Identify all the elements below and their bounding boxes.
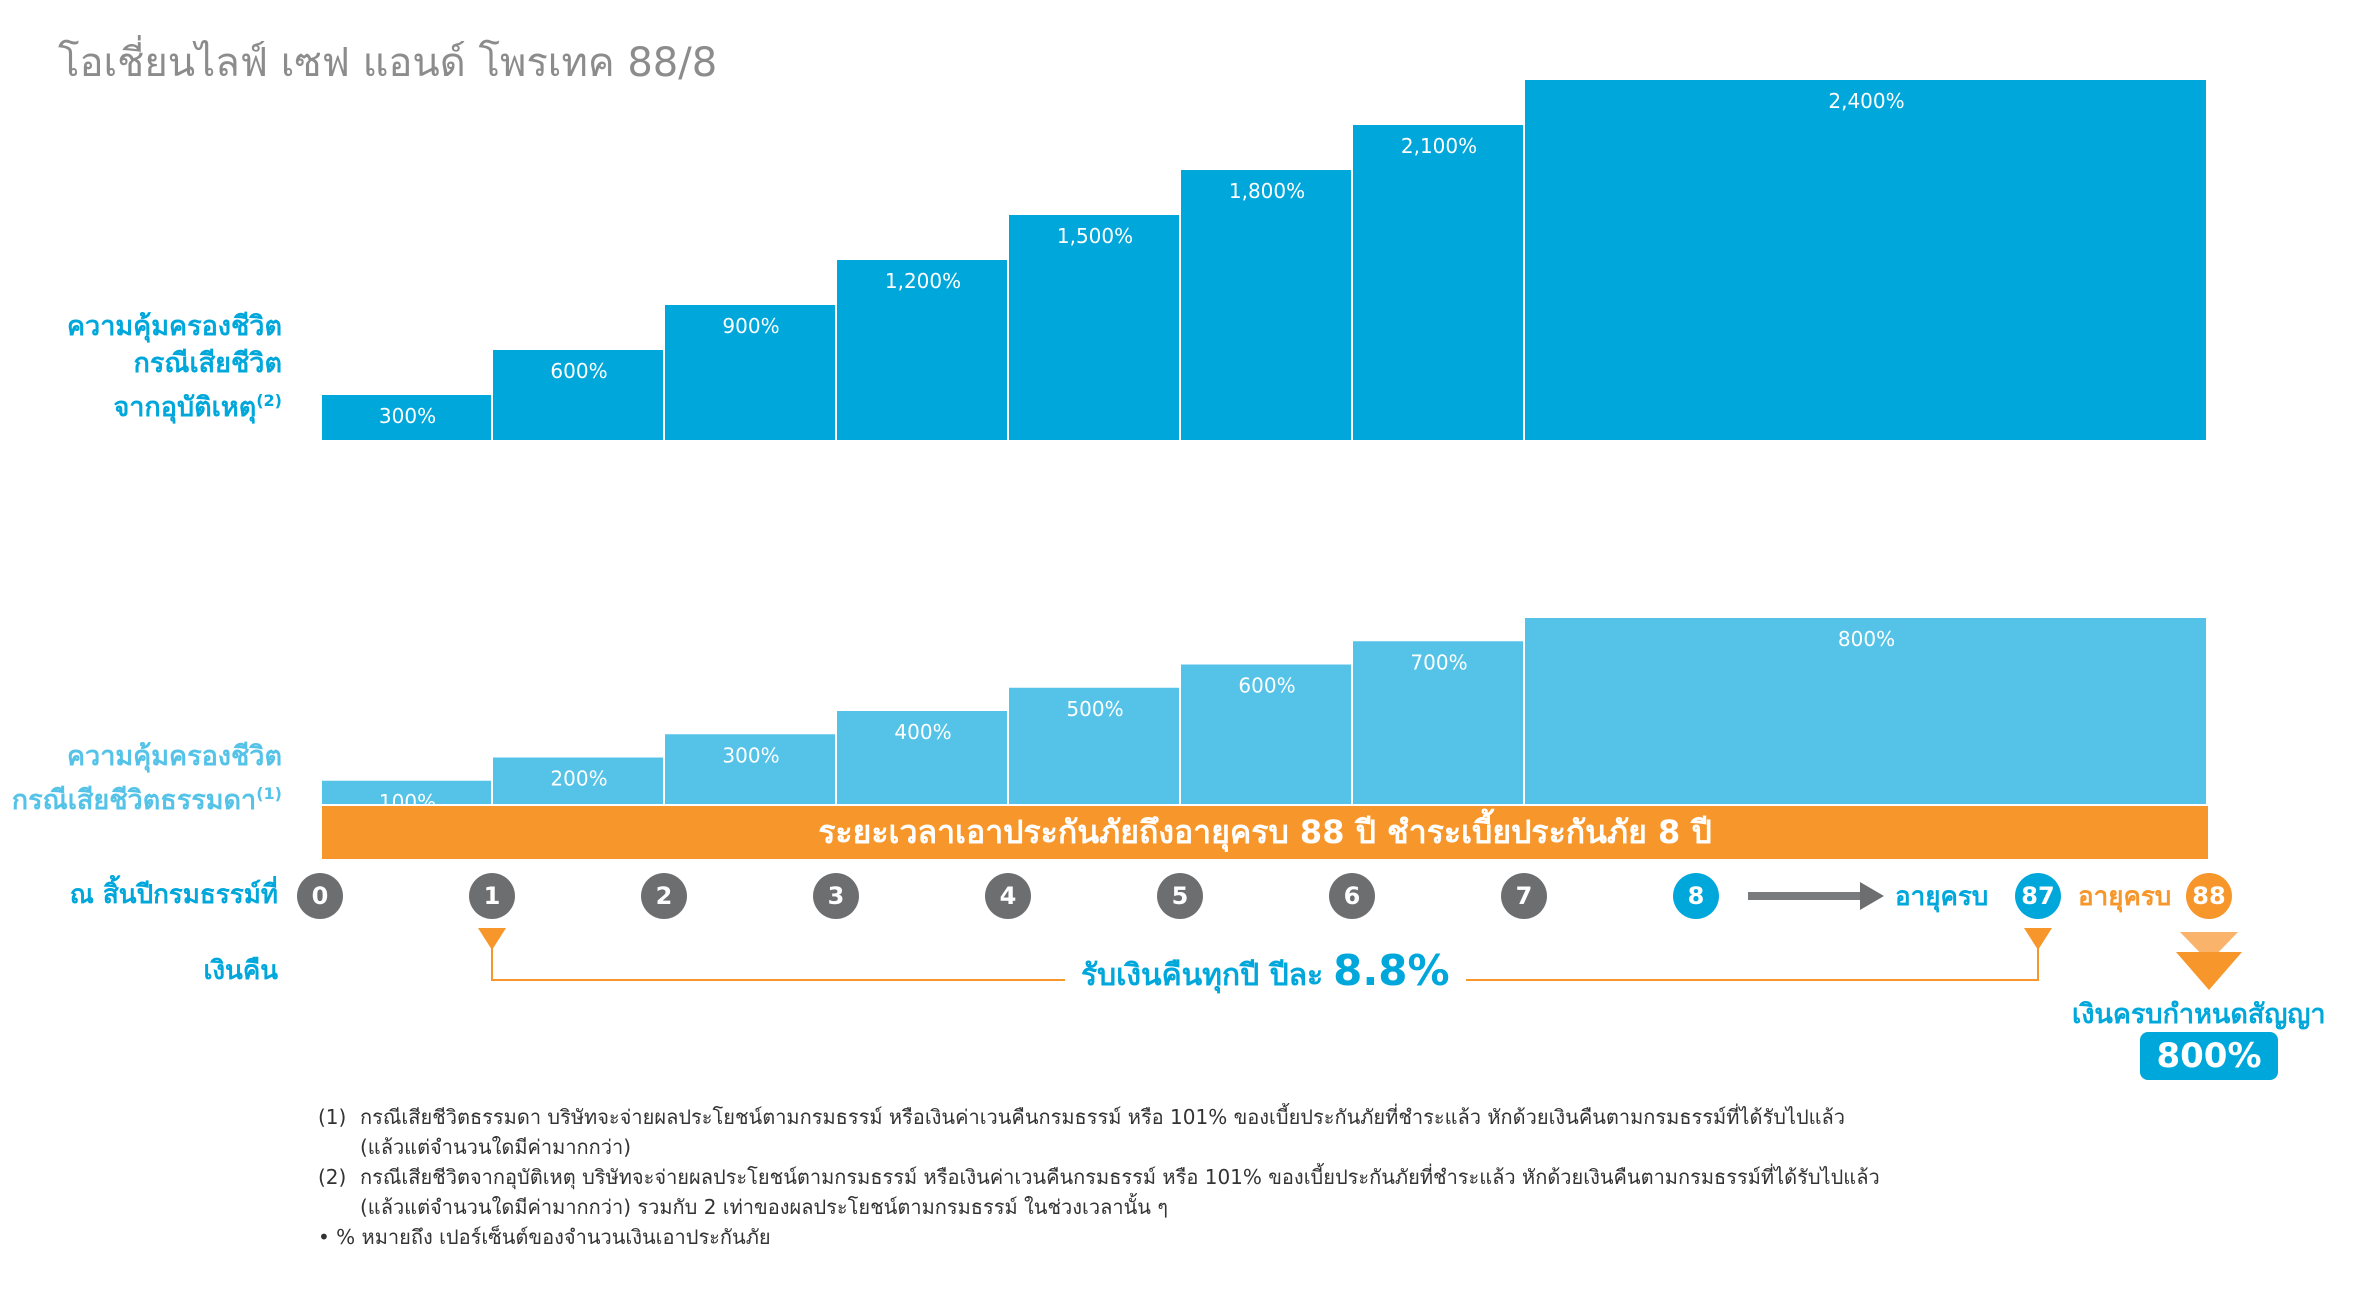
- accident-bar-label-6: 1,800%: [1229, 179, 1305, 203]
- cashback-text: รับเงินคืนทุกปี ปีละ: [1081, 958, 1324, 993]
- footnote-1-line-2: (แล้วแต่จำนวนใดมีค่ามากกว่า): [360, 1135, 632, 1159]
- year-marker-87: 87: [2015, 873, 2061, 919]
- natural-bar-2: [493, 757, 663, 804]
- natural-coverage-label: ความคุ้มครองชีวิต กรณีเสียชีวิตธรรมดา(1): [12, 738, 282, 819]
- accident-bar-3: [665, 305, 835, 440]
- maturity-label: เงินครบกำหนดสัญญา: [2072, 999, 2326, 1030]
- cashback-end-marker: [2024, 928, 2052, 950]
- natural-bar-label-2: 200%: [550, 767, 607, 791]
- year-marker-2: 2: [641, 873, 687, 919]
- natural-label-note: (1): [256, 784, 282, 803]
- natural-bars: 100%200%300%400%500%600%700%800%: [322, 618, 2206, 814]
- accident-bar-5: [1009, 215, 1179, 440]
- accident-bar-8: [1525, 80, 2206, 440]
- natural-label-line-1: ความคุ้มครองชีวิต: [66, 741, 282, 772]
- age-label-88: อายุครบ: [2078, 882, 2172, 912]
- accident-bar-label-7: 2,100%: [1401, 134, 1477, 158]
- timeline-arrow-head: [1860, 882, 1884, 910]
- page-title: โอเชี่ยนไลฟ์ เซฟ แอนด์ โพรเทค 88/8: [58, 40, 718, 86]
- natural-bar-4: [837, 711, 1007, 804]
- accident-bar-1: [322, 395, 491, 440]
- natural-bar-8: [1525, 618, 2206, 804]
- coverage-period-bar: ระยะเวลาเอาประกันภัยถึงอายุครบ 88 ปี ชำร…: [322, 806, 2208, 859]
- maturity-value-badge: 800%: [2140, 1032, 2278, 1080]
- year-end-label: ณ สิ้นปีกรมธรรม์ที่: [69, 880, 278, 910]
- footnote-2-line-1: กรณีเสียชีวิตจากอุบัติเหตุ บริษัทจะจ่ายผ…: [360, 1165, 1880, 1189]
- footnote-1-number: (1): [318, 1105, 347, 1129]
- year-marker-4: 4: [985, 873, 1031, 919]
- natural-bar-5: [1009, 687, 1179, 804]
- accident-coverage-label: ความคุ้มครองชีวิต กรณีเสียชีวิต จากอุบัต…: [67, 308, 282, 426]
- natural-bar-label-4: 400%: [894, 720, 951, 744]
- cashback-start-marker: [478, 928, 506, 950]
- natural-bar-3: [665, 734, 835, 804]
- natural-label-line-2: กรณีเสียชีวิตธรรมดา: [11, 785, 257, 816]
- year-marker-5: 5: [1157, 873, 1203, 919]
- accident-bar-4: [837, 260, 1007, 440]
- natural-bar-7: [1353, 641, 1523, 804]
- year-marker-3: 3: [813, 873, 859, 919]
- year-marker-1: 1: [469, 873, 515, 919]
- natural-bar-6: [1181, 664, 1351, 804]
- accident-label-note: (2): [256, 391, 282, 410]
- footnotes: (1) กรณีเสียชีวิตธรรมดา บริษัทจะจ่ายผลปร…: [318, 1102, 1880, 1252]
- natural-bar-label-5: 500%: [1066, 697, 1123, 721]
- natural-bar-1: [322, 780, 491, 804]
- year-marker-6: 6: [1329, 873, 1375, 919]
- accident-bar-label-4: 1,200%: [885, 269, 961, 293]
- cashback-description: รับเงินคืนทุกปี ปีละ 8.8%: [1065, 946, 1466, 999]
- maturity-arrow-lower: [2176, 952, 2242, 990]
- accident-bar-label-2: 600%: [550, 359, 607, 383]
- accident-label-line-2: กรณีเสียชีวิต: [133, 348, 282, 379]
- maturity-arrow-upper: [2180, 932, 2238, 962]
- footnote-percent-note: • % หมายถึง เปอร์เซ็นต์ของจำนวนเงินเอาปร…: [318, 1225, 771, 1249]
- footnote-2-line-2: (แล้วแต่จำนวนใดมีค่ามากกว่า) รวมกับ 2 เท…: [360, 1195, 1169, 1219]
- accident-bar-6: [1181, 170, 1351, 440]
- natural-bar-label-3: 300%: [722, 743, 779, 767]
- accident-label-line-3: จากอุบัติเหตุ: [113, 392, 257, 423]
- year-marker-0: 0: [297, 873, 343, 919]
- cashback-rate: 8.8%: [1333, 946, 1450, 995]
- accident-bars: 300% 600% 900% 1,200% 1,500% 1,800% 2,100% 2,40…: [322, 80, 2206, 440]
- footnote-2-number: (2): [318, 1165, 347, 1189]
- year-marker-7: 7: [1501, 873, 1547, 919]
- footnote-1-line-1: กรณีเสียชีวิตธรรมดา บริษัทจะจ่ายผลประโยช…: [360, 1105, 1846, 1129]
- accident-bar-label-3: 900%: [722, 314, 779, 338]
- natural-bar-label-7: 700%: [1410, 650, 1467, 674]
- year-marker-8: 8: [1673, 873, 1719, 919]
- accident-label-line-1: ความคุ้มครองชีวิต: [66, 311, 282, 342]
- accident-bar-label-1: 300%: [379, 404, 436, 428]
- year-marker-88: 88: [2186, 873, 2232, 919]
- accident-bar-label-8: 2,400%: [1828, 89, 1904, 113]
- accident-bar-7: [1353, 125, 1523, 440]
- natural-bar-label-8: 800%: [1838, 627, 1895, 651]
- accident-bar-2: [493, 350, 663, 440]
- accident-bar-label-5: 1,500%: [1057, 224, 1133, 248]
- age-label-87: อายุครบ: [1895, 882, 1989, 912]
- natural-bar-label-6: 600%: [1238, 674, 1295, 698]
- cashback-label: เงินคืน: [203, 956, 278, 986]
